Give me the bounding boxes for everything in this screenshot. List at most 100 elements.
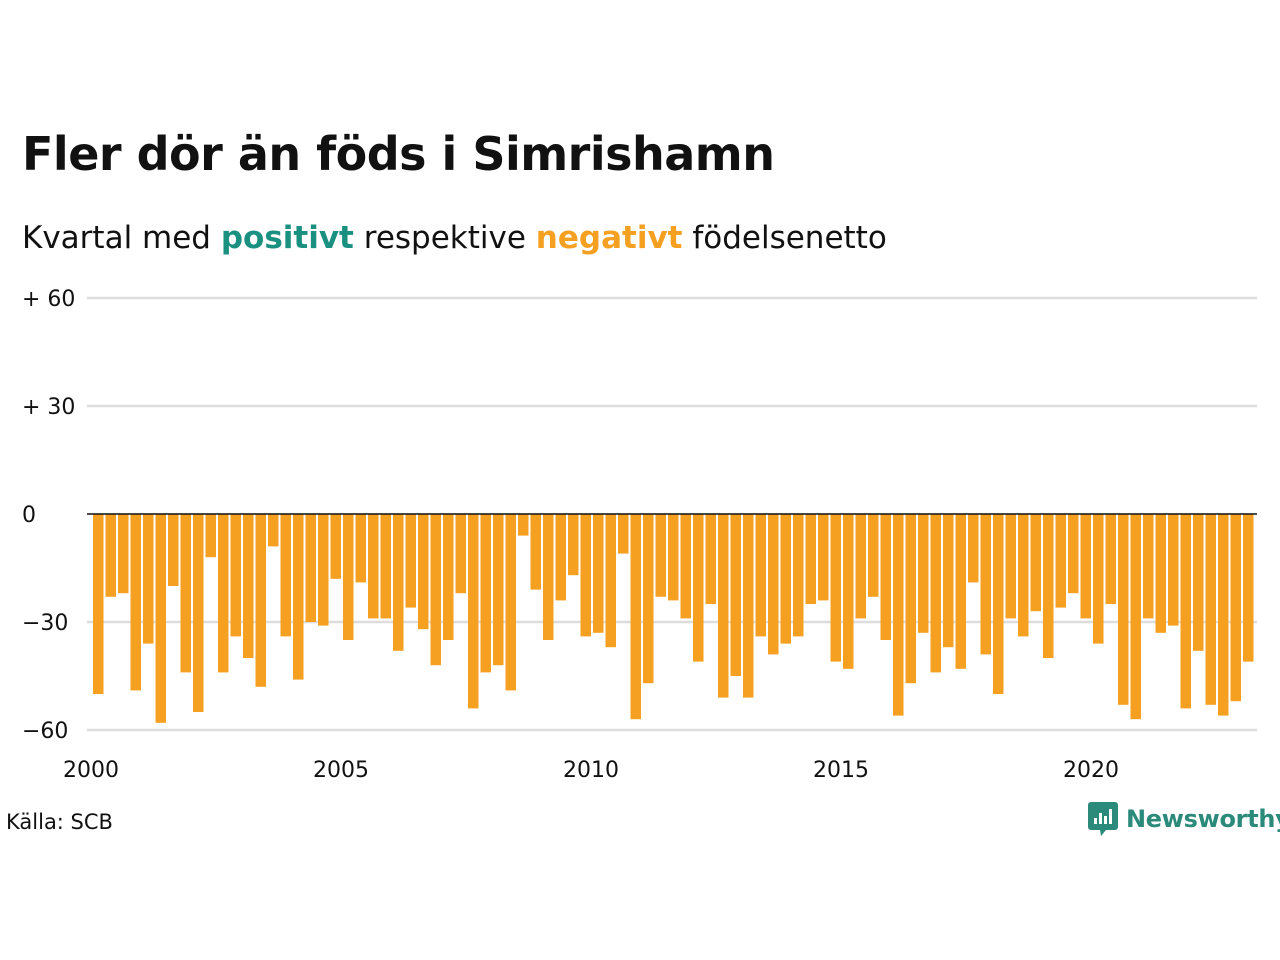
bar xyxy=(680,514,691,619)
bar xyxy=(1043,514,1054,658)
bar xyxy=(143,514,154,644)
bar xyxy=(918,514,929,633)
bar xyxy=(430,514,441,666)
bar xyxy=(643,514,654,684)
bar xyxy=(218,514,229,673)
axes: + 60 + 30 0 −30 −60 2000 2005 2010 2015 2020 xyxy=(22,287,1257,783)
bar xyxy=(105,514,116,597)
bar xyxy=(1018,514,1029,637)
bar xyxy=(230,514,241,637)
bar xyxy=(155,514,166,723)
bar xyxy=(518,514,529,536)
bar xyxy=(843,514,854,669)
source-note: Källa: SCB xyxy=(6,810,113,834)
bar xyxy=(530,514,541,590)
bar xyxy=(968,514,979,583)
bar xyxy=(580,514,591,637)
brand-name: Newsworthy xyxy=(1126,805,1280,833)
subtitle-middle: respektive xyxy=(363,220,526,256)
bar xyxy=(780,514,791,644)
bar xyxy=(905,514,916,684)
y-tick-label: −30 xyxy=(22,611,68,636)
bar xyxy=(818,514,829,601)
bar xyxy=(993,514,1004,694)
bar xyxy=(1193,514,1204,651)
bar xyxy=(1230,514,1241,702)
bar xyxy=(1143,514,1154,619)
bar-chart: + 60 + 30 0 −30 −60 2000 2005 2010 2015 2020 xyxy=(22,287,1257,783)
bar xyxy=(980,514,991,655)
bar xyxy=(305,514,316,622)
bar xyxy=(855,514,866,619)
bar xyxy=(805,514,816,604)
bar xyxy=(193,514,204,712)
bar xyxy=(480,514,491,673)
bar xyxy=(505,514,516,691)
bar xyxy=(1130,514,1141,720)
bar xyxy=(280,514,291,637)
bar xyxy=(1205,514,1216,705)
bar xyxy=(718,514,729,698)
bar xyxy=(1105,514,1116,604)
bar xyxy=(543,514,554,640)
bar xyxy=(630,514,641,720)
bar xyxy=(330,514,341,579)
bar xyxy=(468,514,479,709)
x-tick-label: 2005 xyxy=(313,758,369,783)
y-tick-label: + 30 xyxy=(22,395,75,420)
bar xyxy=(593,514,604,633)
bar xyxy=(955,514,966,669)
chart-title: Fler dör än föds i Simrishamn xyxy=(22,127,775,181)
bar xyxy=(555,514,566,601)
x-tick-label: 2020 xyxy=(1063,758,1119,783)
bar xyxy=(880,514,891,640)
bar xyxy=(893,514,904,716)
bar xyxy=(443,514,454,640)
bar xyxy=(343,514,354,640)
bar xyxy=(1168,514,1179,626)
bar xyxy=(943,514,954,648)
bar xyxy=(355,514,366,583)
bar xyxy=(693,514,704,662)
bar xyxy=(255,514,266,687)
bar xyxy=(243,514,254,658)
y-tick-label: + 60 xyxy=(22,287,75,312)
bar xyxy=(655,514,666,597)
bar xyxy=(768,514,779,655)
bar xyxy=(368,514,379,619)
bar xyxy=(93,514,104,694)
newsworthy-logo-icon xyxy=(1088,802,1118,836)
bar xyxy=(605,514,616,648)
bar xyxy=(1068,514,1079,594)
bar xyxy=(205,514,216,558)
bar xyxy=(293,514,304,680)
bar xyxy=(618,514,629,554)
bar xyxy=(930,514,941,673)
bar xyxy=(130,514,141,691)
bar xyxy=(393,514,404,651)
x-tick-label: 2015 xyxy=(813,758,869,783)
bar xyxy=(743,514,754,698)
bar xyxy=(730,514,741,676)
bar xyxy=(1180,514,1191,709)
bar xyxy=(118,514,129,594)
bar xyxy=(318,514,329,626)
bar xyxy=(455,514,466,594)
bar xyxy=(1080,514,1091,619)
subtitle-negative-label: negativt xyxy=(535,220,683,256)
brand-logo: Newsworthy xyxy=(1088,802,1280,836)
bar xyxy=(1093,514,1104,644)
bar xyxy=(380,514,391,619)
subtitle-positive-label: positivt xyxy=(220,220,354,256)
y-tick-label: −60 xyxy=(22,719,68,744)
x-tick-label: 2000 xyxy=(63,758,119,783)
bar xyxy=(405,514,416,608)
bar xyxy=(1005,514,1016,619)
x-tick-label: 2010 xyxy=(563,758,619,783)
bars xyxy=(93,514,1254,723)
bar xyxy=(493,514,504,666)
chart-subtitle: Kvartal med positivt respektive negativt… xyxy=(22,220,887,256)
subtitle-prefix: Kvartal med xyxy=(22,220,211,256)
bar xyxy=(1218,514,1229,716)
bar xyxy=(755,514,766,637)
